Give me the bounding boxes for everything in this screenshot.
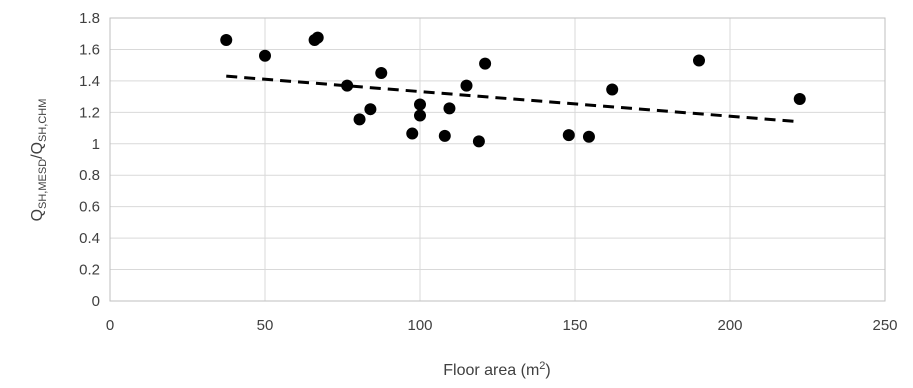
data-points [220, 31, 806, 148]
y-tick-label: 0.6 [79, 199, 100, 216]
x-tick-label: 150 [562, 317, 587, 334]
data-point [259, 49, 271, 62]
data-point [606, 83, 619, 96]
x-tick-label: 250 [872, 317, 897, 334]
x-axis-title: Floor area (m2) [443, 360, 550, 379]
y-tick-label: 1.4 [79, 73, 100, 90]
plot-area [109, 17, 886, 302]
data-point [364, 103, 377, 116]
data-point [353, 113, 366, 126]
x-axis-ticks: 0 50 100 150 200 250 [106, 317, 898, 334]
data-point [443, 102, 456, 115]
data-point [793, 92, 806, 105]
y-tick-label: 1.6 [79, 41, 100, 58]
y-axis-ticks: 0 0.2 0.4 0.6 0.8 1 1.2 1.4 1.6 1.8 [79, 10, 100, 310]
data-point [220, 34, 233, 47]
x-tick-label: 200 [717, 317, 742, 334]
data-point [582, 130, 595, 143]
data-point [414, 98, 426, 111]
x-axis-title-sup: 2 [539, 360, 545, 372]
data-point [562, 129, 575, 142]
y-tick-label: 0.8 [79, 167, 100, 184]
y-axis-title: QSH,MESD/QSH,CHM [29, 99, 49, 222]
data-point [414, 109, 426, 122]
data-point [438, 129, 451, 142]
data-point [472, 135, 485, 148]
data-point [693, 54, 705, 67]
y-tick-label: 0 [92, 293, 100, 310]
y-tick-label: 1.2 [79, 104, 100, 121]
y-axis-title-sub2: SH,CHM [37, 99, 49, 142]
y-tick-label: 0.2 [79, 262, 100, 279]
trendline [226, 74, 800, 124]
y-axis-title-slash: /Q [29, 142, 46, 159]
data-point [460, 79, 473, 92]
y-tick-label: 0.4 [79, 230, 100, 247]
x-tick-label: 0 [106, 317, 114, 334]
y-axis-title-sub1: SH,MESD [37, 159, 49, 209]
y-tick-label: 1 [92, 136, 100, 153]
x-tick-label: 100 [407, 317, 432, 334]
data-point [479, 57, 492, 70]
y-tick-label: 1.8 [79, 10, 100, 27]
x-axis-title-main: Floor area (m [443, 362, 539, 379]
trendline-layer [226, 74, 800, 124]
gridlines [110, 17, 885, 301]
x-axis-title-end: ) [545, 362, 550, 379]
data-point [341, 79, 354, 92]
data-point [311, 31, 324, 44]
data-point [375, 67, 388, 80]
data-point [406, 127, 419, 140]
y-axis-title-q: Q [29, 209, 46, 221]
x-tick-label: 50 [257, 317, 274, 334]
